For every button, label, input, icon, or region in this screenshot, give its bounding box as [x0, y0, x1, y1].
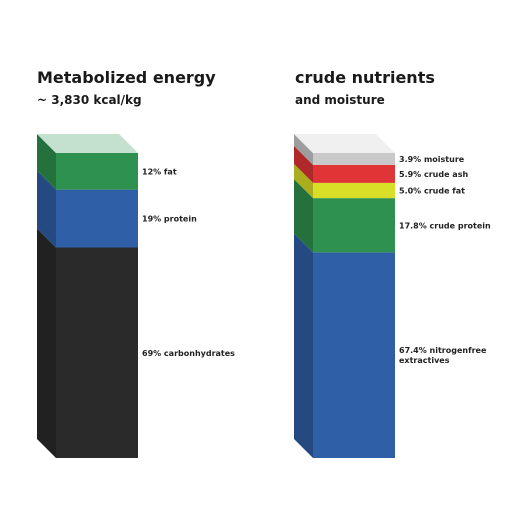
segment-label: extractives [399, 356, 450, 365]
bar-segment-0-1-front [56, 189, 138, 248]
bar-segment-1-3-front [313, 164, 395, 183]
segment-label: 67.4% nitrogenfree [399, 346, 487, 355]
left-chart-title: Metabolized energy [37, 68, 216, 87]
bar-top-cap [37, 134, 138, 153]
segment-label: 5.9% crude ash [399, 170, 468, 179]
bar-segment-0-0-side [37, 228, 56, 458]
segment-label: 12% fat [142, 167, 177, 176]
chart-metabolized-energy: 69% carbonhydrates 19% protein 12% fat [37, 134, 235, 458]
left-chart-subtitle: ~ 3,830 kcal/kg [37, 93, 142, 107]
bar-segment-1-3-side [294, 145, 313, 183]
segment-label: 17.8% crude protein [399, 221, 491, 230]
bar-segment-1-4-side [294, 134, 313, 165]
segment-label: 69% carbonhydrates [142, 349, 235, 358]
right-chart-title: crude nutrients [295, 68, 435, 87]
bar-segment-1-1-side [294, 179, 313, 253]
bar-segment-0-2-side [37, 134, 56, 190]
bar-segment-1-2-front [313, 182, 395, 199]
bar-segment-1-4-front [313, 153, 395, 165]
bar-segment-1-2-side [294, 163, 313, 199]
segment-label: 3.9% moisture [399, 155, 465, 164]
segment-label: 19% protein [142, 215, 197, 224]
bar-segment-1-1-front [313, 198, 395, 253]
bar-segment-0-0-front [56, 247, 138, 458]
bar-top-cap [294, 134, 395, 153]
bar-segment-0-2-front [56, 153, 138, 190]
bar-segment-0-1-side [37, 170, 56, 248]
bar-segment-1-0-front [313, 252, 395, 458]
segment-label: 5.0% crude fat [399, 187, 465, 196]
right-chart-subtitle: and moisture [295, 93, 385, 107]
bar-segment-1-0-side [294, 233, 313, 458]
